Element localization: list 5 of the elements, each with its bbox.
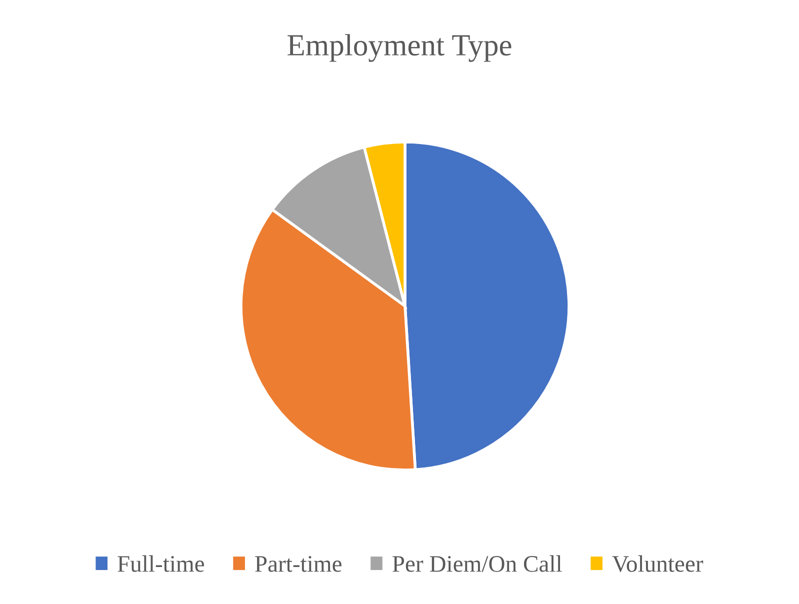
legend-label: Full-time <box>118 555 204 572</box>
chart-title: Employment Type <box>288 34 512 62</box>
legend-label: Volunteer <box>612 555 704 572</box>
legend-label: Part-time <box>255 556 342 572</box>
legend-label: Per Diem/On Call <box>392 555 562 572</box>
